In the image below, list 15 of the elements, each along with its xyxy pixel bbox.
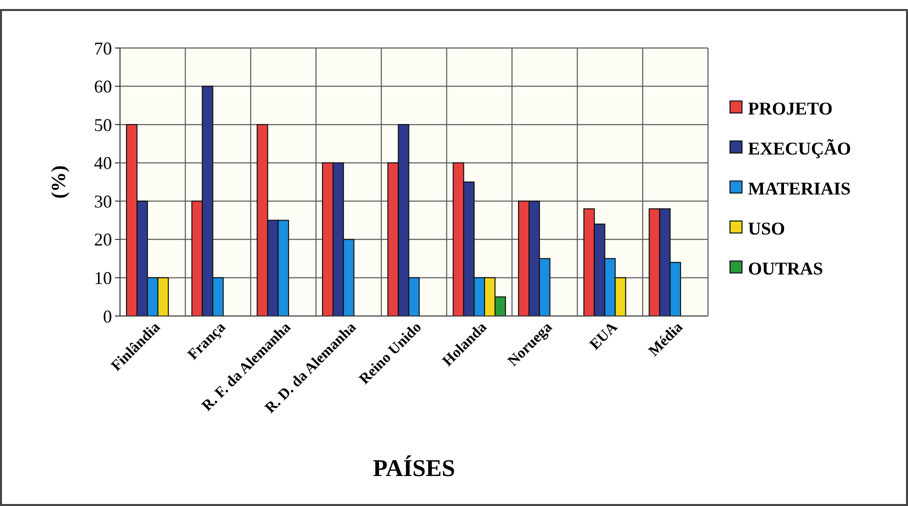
- y-tick-label: 50: [94, 114, 112, 135]
- legend-label: PROJETO: [748, 98, 833, 118]
- y-tick-label: 40: [94, 153, 112, 174]
- y-axis-title: (%): [48, 165, 70, 199]
- legend-label: MATERIAIS: [748, 178, 851, 198]
- x-axis-title: PAÍSES: [372, 455, 456, 482]
- y-tick-label: 60: [94, 76, 112, 97]
- legend-label: EXECUÇÃO: [748, 138, 852, 158]
- y-tick-label: 20: [94, 230, 112, 250]
- legend-label: USO: [748, 218, 786, 238]
- y-tick-label: 30: [94, 191, 112, 212]
- y-tick-label: 10: [94, 268, 112, 288]
- y-tick-label: 0: [103, 306, 112, 326]
- y-tick-label: 70: [94, 38, 112, 58]
- legend-label: OUTRAS: [748, 258, 824, 278]
